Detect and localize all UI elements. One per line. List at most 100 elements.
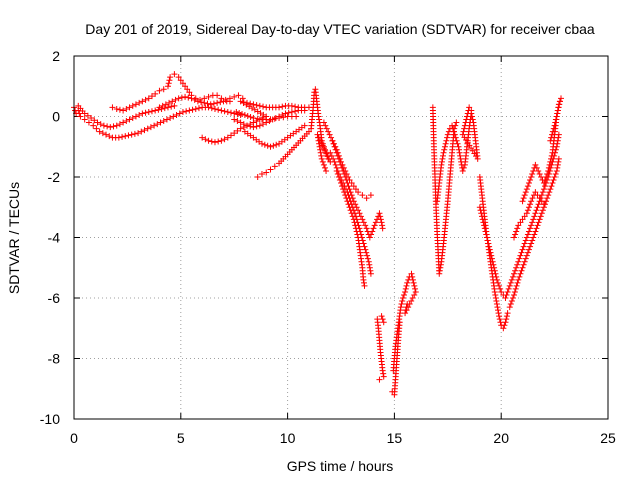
- data-point: [327, 132, 333, 138]
- data-point: [451, 129, 457, 135]
- data-point: [156, 88, 162, 94]
- data-point: [161, 118, 167, 124]
- data-point: [547, 138, 553, 144]
- data-point: [165, 83, 171, 89]
- data-point: [380, 371, 386, 377]
- data-point: [506, 286, 512, 292]
- data-point: [464, 114, 470, 120]
- data-point: [209, 138, 215, 144]
- data-point: [106, 133, 112, 139]
- data-point: [478, 207, 484, 213]
- data-point: [148, 124, 154, 130]
- data-point: [533, 225, 539, 231]
- data-point: [369, 228, 375, 234]
- data-point: [460, 129, 466, 135]
- data-point: [370, 225, 376, 231]
- data-point: [410, 295, 416, 301]
- data-point: [444, 135, 450, 141]
- data-point: [316, 117, 322, 123]
- data-point: [127, 104, 133, 110]
- data-point: [379, 313, 385, 319]
- data-point: [520, 247, 526, 253]
- data-point: [532, 162, 538, 168]
- data-point: [364, 225, 370, 231]
- data-point: [361, 283, 367, 289]
- data-point: [520, 265, 526, 271]
- data-point: [438, 162, 444, 168]
- data-point: [463, 120, 469, 126]
- data-point: [114, 123, 120, 129]
- x-tick-label: 0: [70, 430, 78, 446]
- data-point: [186, 107, 192, 113]
- data-point: [526, 228, 532, 234]
- y-tick-label: 0: [52, 109, 60, 125]
- data-point: [109, 104, 115, 110]
- data-point: [302, 107, 308, 113]
- data-point: [522, 192, 528, 198]
- data-point: [555, 107, 561, 113]
- data-point: [217, 99, 223, 105]
- data-point: [133, 114, 139, 120]
- data-point: [487, 247, 493, 253]
- y-axis-label: SDTVAR / TECUs: [6, 182, 22, 294]
- data-point: [373, 219, 379, 225]
- data-point: [485, 238, 491, 244]
- data-point: [523, 189, 529, 195]
- data-point: [328, 135, 334, 141]
- data-point: [524, 186, 530, 192]
- data-point: [292, 108, 298, 114]
- data-point: [546, 189, 552, 195]
- data-point: [528, 198, 534, 204]
- data-point: [531, 231, 537, 237]
- data-point: [180, 109, 186, 115]
- data-point: [254, 123, 260, 129]
- data-point: [526, 204, 532, 210]
- data-point: [368, 192, 374, 198]
- data-point: [199, 135, 205, 141]
- data-point: [146, 109, 152, 115]
- data-point: [524, 253, 530, 259]
- data-point: [527, 244, 533, 250]
- data-point: [535, 204, 541, 210]
- y-tick-label: -6: [48, 290, 61, 306]
- data-point: [443, 138, 449, 144]
- data-point: [164, 117, 170, 123]
- data-point: [293, 114, 299, 120]
- data-point: [554, 114, 560, 120]
- data-point: [77, 114, 83, 120]
- data-point: [376, 377, 382, 383]
- data-point: [463, 117, 469, 123]
- data-point: [215, 107, 221, 113]
- data-point: [319, 156, 325, 162]
- x-tick-label: 25: [600, 430, 616, 446]
- data-point: [357, 210, 363, 216]
- data-point: [359, 216, 365, 222]
- data-point: [494, 301, 500, 307]
- data-point: [333, 162, 339, 168]
- data-point: [316, 114, 322, 120]
- data-point: [367, 235, 373, 241]
- data-point: [117, 121, 123, 127]
- data-point: [521, 195, 527, 201]
- data-point: [234, 118, 240, 124]
- data-point: [276, 115, 282, 121]
- data-point: [244, 123, 250, 129]
- data-point: [241, 121, 247, 127]
- data-point: [501, 322, 507, 328]
- data-point: [525, 183, 531, 189]
- data-point: [461, 126, 467, 132]
- data-point: [525, 231, 531, 237]
- data-point: [544, 195, 550, 201]
- data-point: [193, 106, 199, 112]
- data-point: [502, 319, 508, 325]
- data-point: [509, 277, 515, 283]
- data-point: [192, 97, 198, 103]
- data-point: [508, 280, 514, 286]
- data-point: [380, 225, 386, 231]
- data-point: [120, 120, 126, 126]
- data-point: [340, 186, 346, 192]
- data-point: [554, 165, 560, 171]
- data-point: [172, 97, 178, 103]
- data-point: [262, 142, 268, 148]
- data-point: [361, 280, 367, 286]
